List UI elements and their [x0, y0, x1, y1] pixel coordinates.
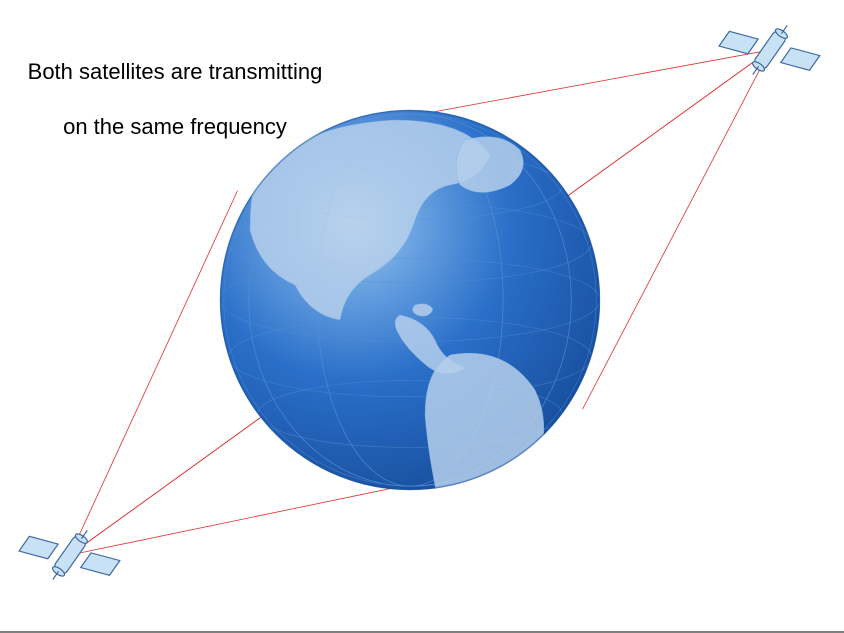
caption-line2: on the same frequency	[63, 114, 287, 139]
satellite-bottom-left-icon	[17, 505, 123, 605]
earth-globe	[220, 110, 600, 565]
satellite-top-right-icon	[717, 0, 824, 100]
caption-line1: Both satellites are transmitting	[28, 59, 323, 84]
caption-text: Both satellites are transmitting on the …	[15, 30, 335, 140]
